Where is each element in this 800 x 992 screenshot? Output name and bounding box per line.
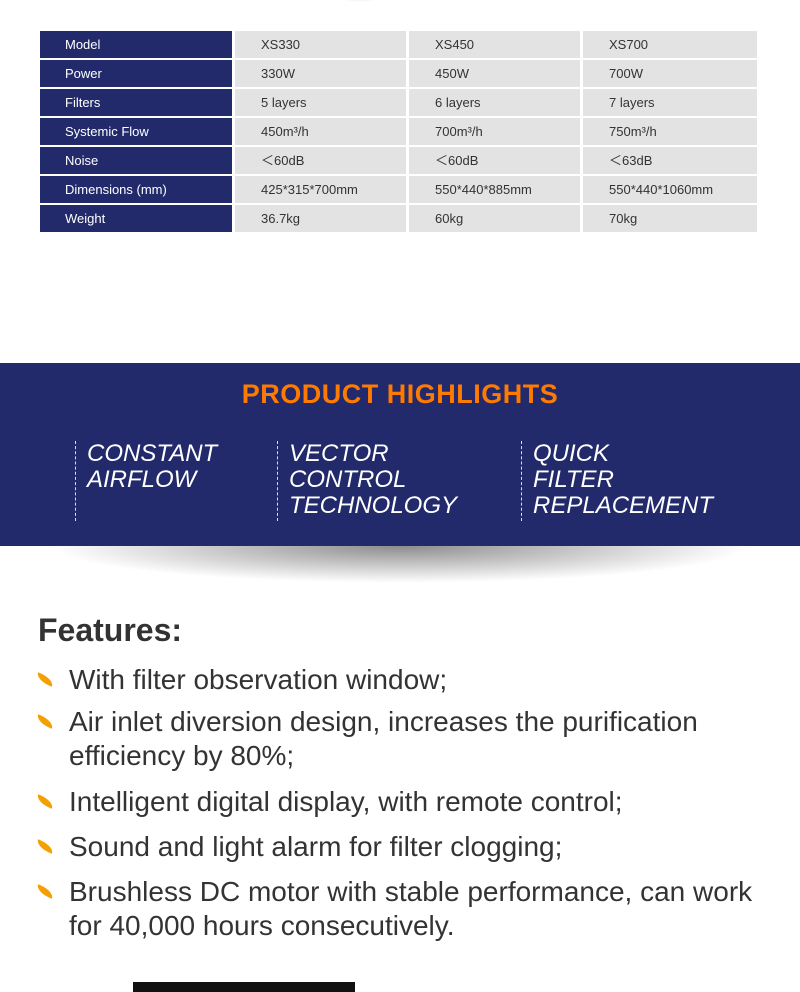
highlight-line: QUICK [533,440,610,467]
table-row: Noise ＜60dB ＜60dB ＜63dB [40,147,757,174]
table-row: Model XS330 XS450 XS700 [40,31,757,58]
table-cell: 700W [583,60,757,87]
highlight-line: TECHNOLOGY [289,492,458,519]
feature-item: Intelligent digital display, with remote… [35,785,789,819]
features-heading: Features: [38,612,183,648]
row-header: Noise [40,147,232,174]
decorative-shadow [330,0,390,2]
feature-item: Brushless DC motor with stable performan… [35,875,789,943]
table-cell: 5 layers [235,89,406,116]
feature-item: Sound and light alarm for filter cloggin… [35,830,789,864]
highlight-line: CONSTANT [87,440,218,467]
row-header: Dimensions (mm) [40,176,232,203]
highlight-line: CONTROL [289,466,407,493]
spec-table: Model XS330 XS450 XS700 Power 330W 450W 700W Fil… [40,31,757,234]
table-cell: 750m³/h [583,118,757,145]
table-cell: 450W [409,60,580,87]
table-row: Weight 36.7kg 60kg 70kg [40,205,757,232]
product-highlights-banner: PRODUCT HIGHLIGHTS CONSTANT AIRFLOW VECTO… [0,363,800,546]
highlight-line: FILTER [533,466,614,493]
leaf-bullet-icon [35,884,55,899]
leaf-bullet-icon [35,714,55,729]
row-header: Systemic Flow [40,118,232,145]
table-cell: XS450 [409,31,580,58]
table-cell: 550*440*1060mm [583,176,757,203]
feature-text: Brushless DC motor with stable performan… [69,876,753,941]
feature-text: With filter observation window; [69,664,448,695]
table-cell: XS330 [235,31,406,58]
table-cell: 700m³/h [409,118,580,145]
table-cell: ＜60dB [235,147,406,174]
highlight-vector-control: VECTOR CONTROL TECHNOLOGY [277,441,457,521]
table-cell: 550*440*885mm [409,176,580,203]
highlight-line: AIRFLOW [87,466,197,493]
table-cell: 60kg [409,205,580,232]
table-cell: 36.7kg [235,205,406,232]
table-cell: 330W [235,60,406,87]
feature-text: Air inlet diversion design, increases th… [69,706,698,771]
table-cell: 425*315*700mm [235,176,406,203]
highlights-title: PRODUCT HIGHLIGHTS [241,379,559,409]
row-header: Filters [40,89,232,116]
row-header: Power [40,60,232,87]
table-cell: ＜60dB [409,147,580,174]
banner-shadow [20,546,780,586]
row-header: Weight [40,205,232,232]
table-row: Systemic Flow 450m³/h 700m³/h 750m³/h [40,118,757,145]
table-cell: ＜63dB [583,147,757,174]
table-cell: 450m³/h [235,118,406,145]
highlight-quick-filter: QUICK FILTER REPLACEMENT [521,441,713,521]
table-row: Filters 5 layers 6 layers 7 layers [40,89,757,116]
table-cell: 6 layers [409,89,580,116]
product-image-edge [133,982,355,992]
leaf-bullet-icon [35,672,55,687]
feature-item: Air inlet diversion design, increases th… [35,705,789,773]
table-row: Dimensions (mm) 425*315*700mm 550*440*885m… [40,176,757,203]
leaf-bullet-icon [35,794,55,809]
highlight-line: VECTOR [289,440,389,467]
feature-text: Sound and light alarm for filter cloggin… [69,831,563,862]
table-row: Power 330W 450W 700W [40,60,757,87]
leaf-bullet-icon [35,839,55,854]
highlight-constant-airflow: CONSTANT AIRFLOW [75,441,217,521]
feature-text: Intelligent digital display, with remote… [69,786,623,817]
row-header: Model [40,31,232,58]
table-cell: 70kg [583,205,757,232]
table-cell: XS700 [583,31,757,58]
feature-item: With filter observation window; [35,663,789,697]
highlight-line: REPLACEMENT [533,492,714,519]
table-cell: 7 layers [583,89,757,116]
